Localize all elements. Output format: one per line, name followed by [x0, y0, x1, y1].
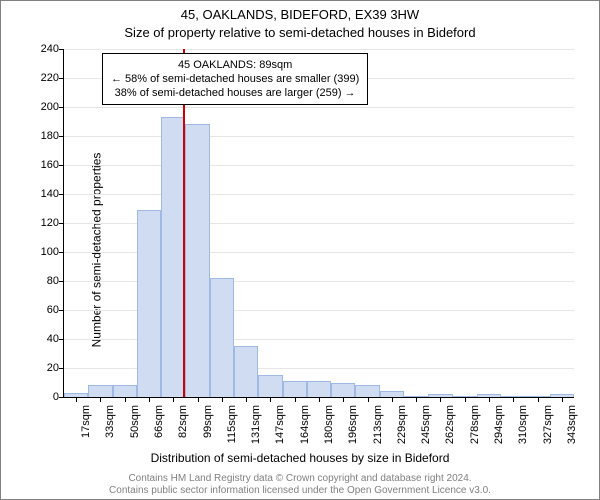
x-tick-label: 213sqm — [372, 405, 384, 445]
x-tick-label: 99sqm — [202, 405, 214, 445]
histogram-bar — [161, 117, 185, 397]
x-tick-label: 310sqm — [517, 405, 529, 445]
annotation-line-3: 38% of semi-detached houses are larger (… — [111, 86, 359, 100]
chart-title-sub: Size of property relative to semi-detach… — [1, 25, 599, 40]
x-tick-label: 278sqm — [469, 405, 481, 445]
y-tick-label: 40 — [29, 333, 59, 345]
histogram-bar — [331, 383, 355, 398]
histogram-bar — [113, 385, 137, 397]
y-tick-mark — [59, 368, 64, 369]
y-tick-label: 200 — [29, 101, 59, 113]
x-tick-label: 196sqm — [347, 405, 359, 445]
x-tick-label: 343sqm — [566, 405, 578, 445]
x-tick-label: 327sqm — [542, 405, 554, 445]
y-tick-mark — [59, 252, 64, 253]
x-tick-label: 50sqm — [129, 405, 141, 445]
gridline — [64, 194, 574, 195]
histogram-bar — [355, 385, 379, 397]
y-tick-label: 160 — [29, 159, 59, 171]
histogram-bar — [283, 381, 307, 397]
histogram-bar — [137, 210, 161, 397]
y-tick-label: 0 — [29, 391, 59, 403]
y-tick-label: 140 — [29, 188, 59, 200]
histogram-bar — [307, 381, 331, 397]
histogram-bar — [234, 346, 258, 397]
gridline — [64, 49, 574, 50]
y-tick-label: 80 — [29, 275, 59, 287]
y-tick-mark — [59, 281, 64, 282]
x-tick-label: 131sqm — [250, 405, 262, 445]
gridline — [64, 165, 574, 166]
annotation-line-1: 45 OAKLANDS: 89sqm — [111, 58, 359, 72]
y-tick-mark — [59, 310, 64, 311]
y-tick-label: 220 — [29, 72, 59, 84]
y-tick-label: 100 — [29, 246, 59, 258]
y-tick-mark — [59, 194, 64, 195]
y-axis-ticks: 020406080100120140160180200220240 — [29, 49, 63, 397]
histogram-bar — [210, 278, 234, 397]
y-tick-label: 180 — [29, 130, 59, 142]
y-tick-mark — [59, 223, 64, 224]
y-tick-label: 60 — [29, 304, 59, 316]
plot-area: 45 OAKLANDS: 89sqm ← 58% of semi-detache… — [63, 49, 574, 398]
x-tick-label: 82sqm — [177, 405, 189, 445]
x-tick-label: 115sqm — [226, 405, 238, 445]
attribution-line-2: Contains public sector information licen… — [1, 485, 599, 497]
y-tick-mark — [59, 49, 64, 50]
gridline — [64, 136, 574, 137]
histogram-bar — [185, 124, 209, 397]
x-tick-label: 147sqm — [274, 405, 286, 445]
annotation-line-2: ← 58% of semi-detached houses are smalle… — [111, 72, 359, 86]
x-tick-label: 66sqm — [153, 405, 165, 445]
x-axis-ticks: 17sqm 33sqm 50sqm 66sqm 82sqm 99sqm 115sqm 131s… — [63, 397, 573, 447]
chart-title-main: 45, OAKLANDS, BIDEFORD, EX39 3HW — [1, 7, 599, 22]
x-tick-label: 229sqm — [396, 405, 408, 445]
x-tick-label: 294sqm — [493, 405, 505, 445]
chart-frame: 45, OAKLANDS, BIDEFORD, EX39 3HW Size of… — [0, 0, 600, 500]
attribution: Contains HM Land Registry data © Crown c… — [1, 473, 599, 497]
y-tick-mark — [59, 339, 64, 340]
histogram-bar — [258, 375, 282, 397]
y-tick-mark — [59, 136, 64, 137]
y-tick-label: 240 — [29, 43, 59, 55]
y-tick-label: 120 — [29, 217, 59, 229]
x-tick-label: 164sqm — [299, 405, 311, 445]
attribution-line-1: Contains HM Land Registry data © Crown c… — [1, 473, 599, 485]
y-tick-label: 20 — [29, 362, 59, 374]
y-tick-mark — [59, 165, 64, 166]
x-tick-label: 245sqm — [420, 405, 432, 445]
y-tick-mark — [59, 78, 64, 79]
annotation-box: 45 OAKLANDS: 89sqm ← 58% of semi-detache… — [102, 53, 368, 105]
x-tick-label: 17sqm — [80, 405, 92, 445]
x-tick-label: 33sqm — [104, 405, 116, 445]
x-axis-label: Distribution of semi-detached houses by … — [1, 451, 599, 465]
histogram-bar — [88, 385, 112, 397]
y-tick-mark — [59, 107, 64, 108]
x-tick-label: 262sqm — [444, 405, 456, 445]
gridline — [64, 107, 574, 108]
x-tick-label: 180sqm — [323, 405, 335, 445]
